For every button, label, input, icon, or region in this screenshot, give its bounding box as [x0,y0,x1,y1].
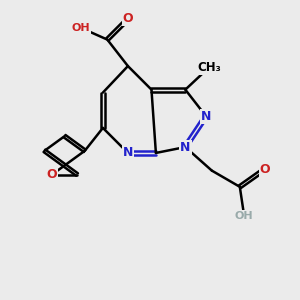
Text: N: N [123,146,133,159]
Text: N: N [180,141,190,154]
Text: O: O [47,168,58,181]
Text: N: N [201,110,211,123]
Text: OH: OH [235,211,254,221]
Text: CH₃: CH₃ [197,61,221,74]
Text: OH: OH [71,23,90,33]
Text: O: O [123,13,133,26]
Text: O: O [260,163,270,176]
